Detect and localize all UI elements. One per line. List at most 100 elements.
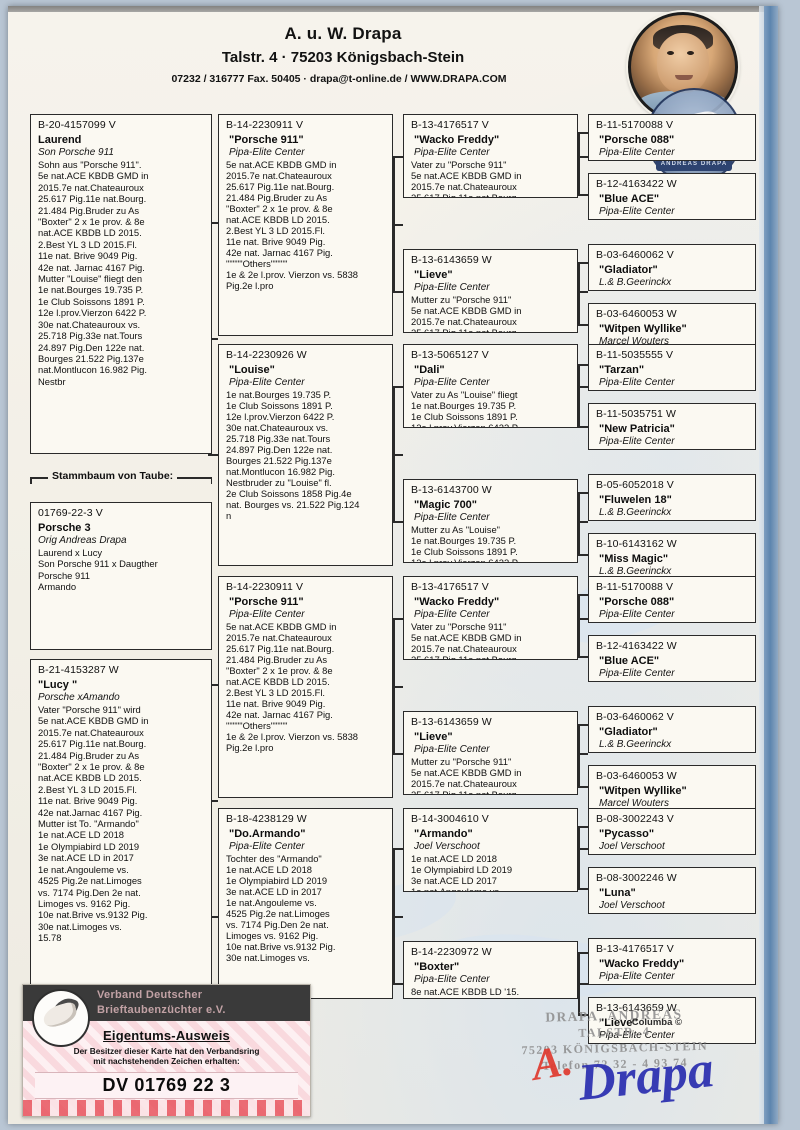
pedigree-box-gen3[interactable]: B-13-6143659 W "Lieve" Pipa-Elite Center… [403, 711, 578, 795]
pedigree-box-gen4[interactable]: B-11-5035555 V "Tarzan" Pipa-Elite Cente… [588, 344, 756, 391]
breeder-line: Orig Andreas Drapa [38, 535, 127, 546]
connector [578, 724, 588, 726]
stammbaum-label-group: Stammbaum von Taube: [30, 470, 212, 486]
pedigree-box-gen3[interactable]: B-13-5065127 V "Dali" Pipa-Elite Center … [403, 344, 578, 428]
pigeon-name: "Lieve" [414, 731, 453, 743]
pedigree-box-gen4[interactable]: B-10-6143162 W "Miss Magic" L.& B.Geerin… [588, 533, 756, 580]
ring-number: B-03-6460053 W [596, 770, 677, 782]
pedigree-box-gen4[interactable]: B-03-6460062 V "Gladiator" L.& B.Geerinc… [588, 244, 756, 291]
pigeon-name: "Lieve" [414, 269, 453, 281]
connector [578, 656, 588, 658]
pedigree-box-subject-dam[interactable]: B-21-4153287 W "Lucy " Porsche xAmando V… [30, 659, 212, 999]
connector [578, 492, 588, 494]
ring-number: B-10-6143162 W [596, 538, 677, 550]
pedigree-box-gen3[interactable]: B-13-4176517 V "Wacko Freddy" Pipa-Elite… [403, 114, 578, 198]
pedigree-box-gen3[interactable]: B-14-2230972 W "Boxter" Pipa-Elite Cente… [403, 941, 578, 999]
card-subtitle: Der Besitzer dieser Karte hat den Verban… [73, 1046, 260, 1066]
pedigree-box-gen4[interactable]: B-03-6460053 W "Witpen Wyllike" Marcel W… [588, 765, 756, 812]
pigeon-name: "Porsche 911" [229, 134, 304, 146]
association-line-1: Verband Deutscher [97, 989, 203, 1001]
connector [383, 686, 403, 688]
connector [568, 386, 588, 388]
connector [578, 262, 588, 264]
breeder-line: Marcel Wouters [599, 336, 670, 347]
connector [393, 618, 395, 753]
card-title: Eigentums-Ausweis [103, 1028, 230, 1043]
pigeon-name: "Lieve" [599, 1017, 638, 1029]
pedigree-box-gen2[interactable]: B-14-2230911 V "Porsche 911" Pipa-Elite … [218, 114, 393, 336]
connector [578, 826, 580, 888]
breeder-line: L.& B.Geerinckx [599, 739, 672, 750]
pigeon-name: "Wacko Freddy" [414, 596, 500, 608]
ring-number: 01769-22-3 V [38, 507, 103, 519]
performance-text: 5e nat.ACE KBDB GMD in 2015.7e nat.Chate… [226, 621, 359, 753]
ring-number: B-20-4157099 V [38, 119, 116, 131]
ring-number: B-11-5035555 V [596, 349, 674, 361]
connector [578, 132, 588, 134]
performance-text: 1e nat.ACE LD 2018 1e Olympiabird LD 201… [411, 853, 513, 892]
connector [208, 222, 218, 224]
pedigree-box-gen3[interactable]: B-14-3004610 V "Armando" Joel Verschoot … [403, 808, 578, 892]
pedigree-box-gen2[interactable]: B-18-4238129 W "Do.Armando" Pipa-Elite C… [218, 808, 393, 999]
pedigree-box-gen4[interactable]: B-11-5170088 V "Porsche 088" Pipa-Elite … [588, 114, 756, 161]
signature-name: Drapa [575, 1041, 717, 1112]
pedigree-box-gen4[interactable]: B-13-4176517 V "Wacko Freddy" Pipa-Elite… [588, 938, 756, 985]
performance-text: Vater zu "Porsche 911" 5e nat.ACE KBDB G… [411, 621, 522, 660]
pigeon-name: "Lucy " [38, 679, 78, 691]
performance-text: Tochter des "Armando" 1e nat.ACE LD 2018… [226, 853, 336, 963]
pigeon-name: Laurend [38, 134, 82, 146]
breeder-line: Joel Verschoot [599, 900, 665, 911]
pigeon-name: "Gladiator" [599, 726, 658, 738]
pedigree-box-gen4[interactable]: B-03-6460062 V "Gladiator" L.& B.Geerinc… [588, 706, 756, 753]
pedigree-box-gen4[interactable]: B-05-6052018 V "Fluwelen 18" L.& B.Geeri… [588, 474, 756, 521]
pedigree-box-subject-sire[interactable]: B-20-4157099 V Laurend Son Porsche 911 S… [30, 114, 212, 454]
connector [208, 684, 218, 686]
connector [578, 826, 588, 828]
pigeon-name: "Wacko Freddy" [599, 958, 685, 970]
document-header: A. u. W. Drapa Talstr. 4 · 75203 Königsb… [8, 24, 778, 85]
pedigree-box-gen2[interactable]: B-14-2230911 V "Porsche 911" Pipa-Elite … [218, 576, 393, 798]
pedigree-tree: B-20-4157099 V Laurend Son Porsche 911 S… [8, 114, 778, 1044]
breeder-line: Pipa-Elite Center [599, 436, 675, 447]
connector [208, 916, 218, 918]
pedigree-box-gen4[interactable]: B-12-4163422 W "Blue ACE" Pipa-Elite Cen… [588, 173, 756, 220]
connector [578, 594, 580, 656]
breeder-line: Pipa-Elite Center [599, 668, 675, 679]
pedigree-box-gen4[interactable]: B-03-6460053 W "Witpen Wyllike" Marcel W… [588, 303, 756, 350]
pedigree-box-gen2[interactable]: B-14-2230926 W "Louise" Pipa-Elite Cente… [218, 344, 393, 566]
connector [578, 324, 588, 326]
connector [578, 262, 580, 324]
breeder-line: Joel Verschoot [414, 841, 480, 852]
breeder-line: Porsche xAmando [38, 692, 120, 703]
pedigree-box-gen3[interactable]: B-13-4176517 V "Wacko Freddy" Pipa-Elite… [403, 576, 578, 660]
connector [383, 224, 403, 226]
ring-number: B-13-6143659 W [596, 1002, 677, 1014]
pedigree-box-gen4[interactable]: B-12-4163422 W "Blue ACE" Pipa-Elite Cen… [588, 635, 756, 682]
performance-text: Vater zu "Porsche 911" 5e nat.ACE KBDB G… [411, 159, 522, 198]
connector [568, 618, 588, 620]
connector [568, 983, 588, 985]
connector [393, 618, 403, 620]
pedigree-box-gen3[interactable]: B-13-6143659 W "Lieve" Pipa-Elite Center… [403, 249, 578, 333]
breeder-name: A. u. W. Drapa [284, 24, 402, 43]
pedigree-box-gen4[interactable]: B-11-5035751 W "New Patricia" Pipa-Elite… [588, 403, 756, 450]
pedigree-box-gen3[interactable]: B-13-6143700 W "Magic 700" Pipa-Elite Ce… [403, 479, 578, 563]
pedigree-box-gen4[interactable]: B-08-3002246 W "Luna" Joel Verschoot [588, 867, 756, 914]
performance-text: Sohn aus "Porsche 911". 5e nat.ACE KBDB … [38, 159, 149, 387]
pedigree-box-gen4[interactable]: B-13-6143659 W "Lieve" Pipa-Elite Center [588, 997, 756, 1044]
pigeon-name: "Blue ACE" [599, 655, 660, 667]
breeder-line: Pipa-Elite Center [599, 206, 675, 217]
pedigree-box-subject[interactable]: 01769-22-3 V Porsche 3 Orig Andreas Drap… [30, 502, 212, 650]
scanner-top-strip [8, 6, 778, 12]
pedigree-box-gen4[interactable]: B-08-3002243 V "Pycasso" Joel Verschoot [588, 808, 756, 855]
ring-number: B-11-5170088 V [596, 581, 674, 593]
performance-text: 1e nat.Bourges 19.735 P. 1e Club Soisson… [226, 389, 360, 521]
ownership-card[interactable]: Verband Deutscher Brieftaubenzüchter e.V… [22, 984, 311, 1117]
performance-text: Vater zu As "Louise" fliegt 1e nat.Bourg… [411, 389, 520, 428]
pigeon-name: Porsche 3 [38, 522, 91, 534]
ring-number: B-13-5065127 V [411, 349, 489, 361]
pedigree-box-gen4[interactable]: B-11-5170088 V "Porsche 088" Pipa-Elite … [588, 576, 756, 623]
breeder-line: Pipa-Elite Center [229, 147, 305, 158]
ring-number: B-14-3004610 V [411, 813, 489, 825]
performance-text: Vater "Porsche 911" wird 5e nat.ACE KBDB… [38, 704, 149, 944]
